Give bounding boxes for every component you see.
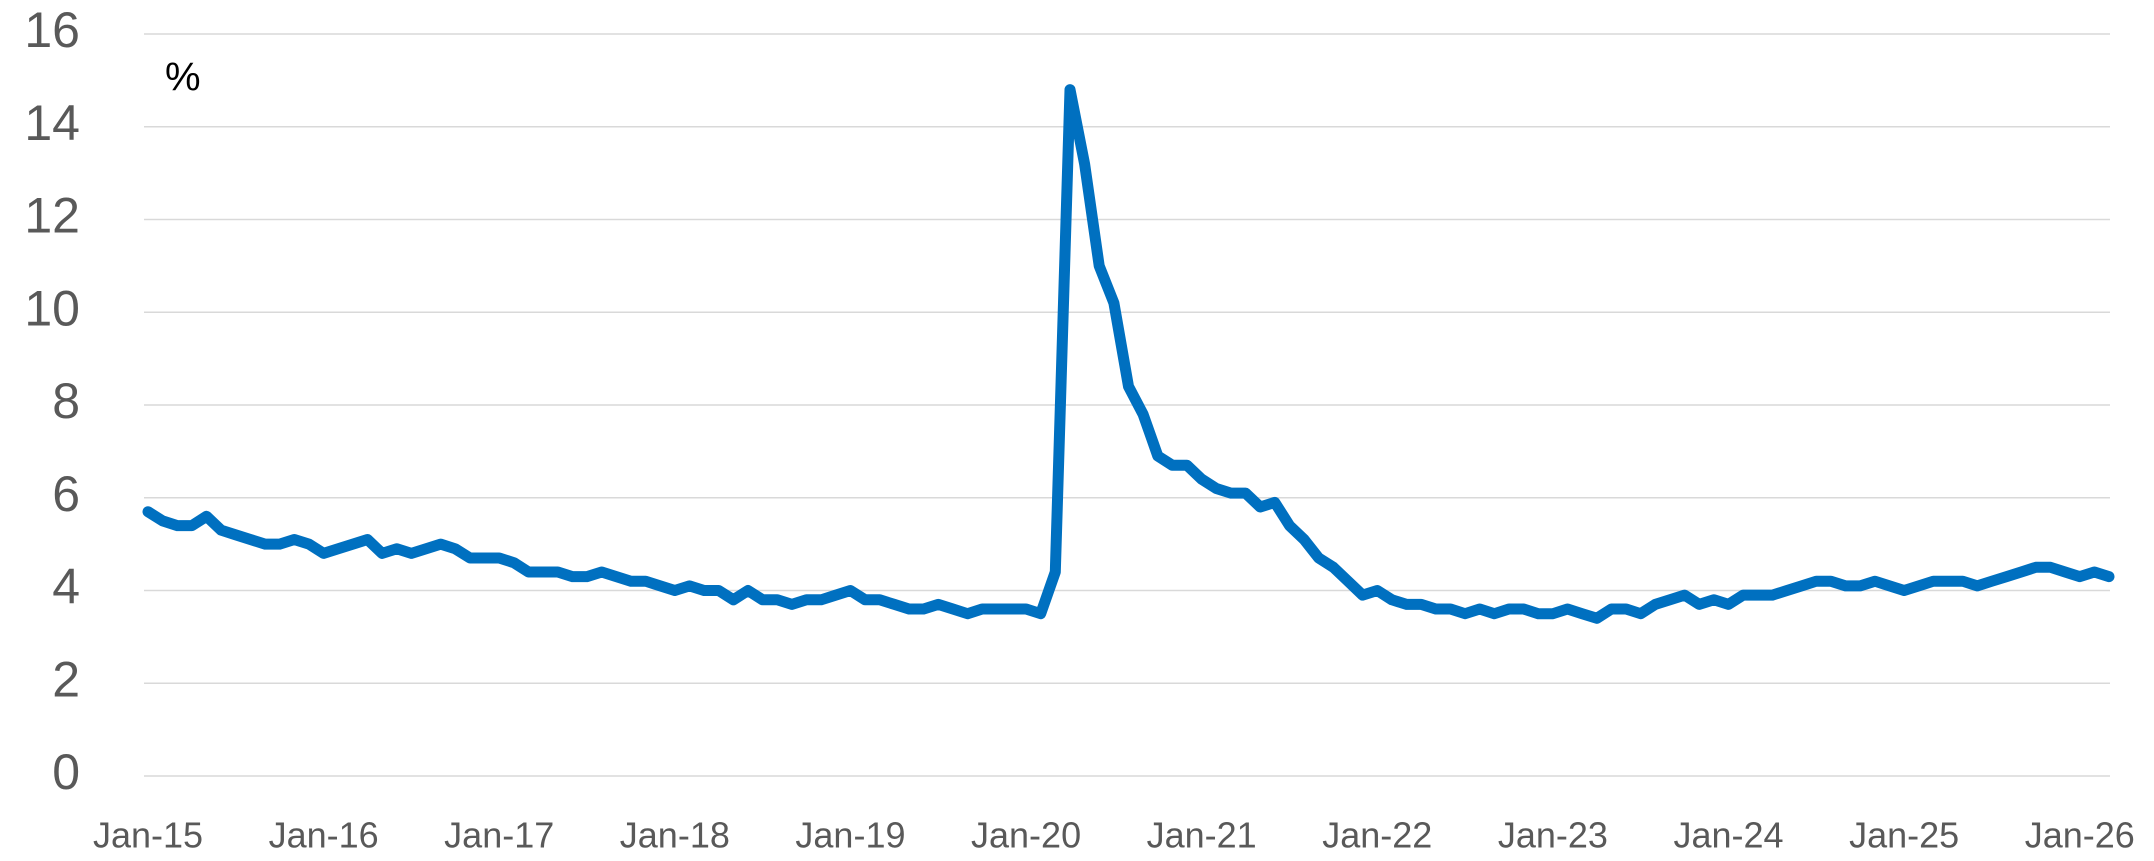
x-tick-label: Jan-16 [269,815,379,856]
y-tick-label: 16 [24,2,80,58]
y-tick-label: 10 [24,280,80,336]
x-tick-label: Jan-26 [2025,815,2135,856]
y-tick-label: 8 [52,373,80,429]
y-tick-label: 4 [52,559,80,615]
x-tick-label: Jan-17 [444,815,554,856]
x-tick-label: Jan-18 [620,815,730,856]
x-tick-label: Jan-25 [1849,815,1959,856]
y-tick-label: 14 [24,95,80,151]
x-tick-label: Jan-19 [795,815,905,856]
x-tick-label: Jan-23 [1498,815,1608,856]
y-tick-label: 6 [52,466,80,522]
x-tick-label: Jan-22 [1322,815,1432,856]
x-tick-label: Jan-15 [93,815,203,856]
x-tick-label: Jan-21 [1147,815,1257,856]
x-tick-label: Jan-20 [971,815,1081,856]
y-tick-label: 12 [24,188,80,244]
y-tick-label: 0 [52,744,80,800]
x-tick-label: Jan-24 [1673,815,1783,856]
data-line [142,84,2115,624]
y-tick-label: 2 [52,651,80,707]
unit-label: % [165,56,201,100]
